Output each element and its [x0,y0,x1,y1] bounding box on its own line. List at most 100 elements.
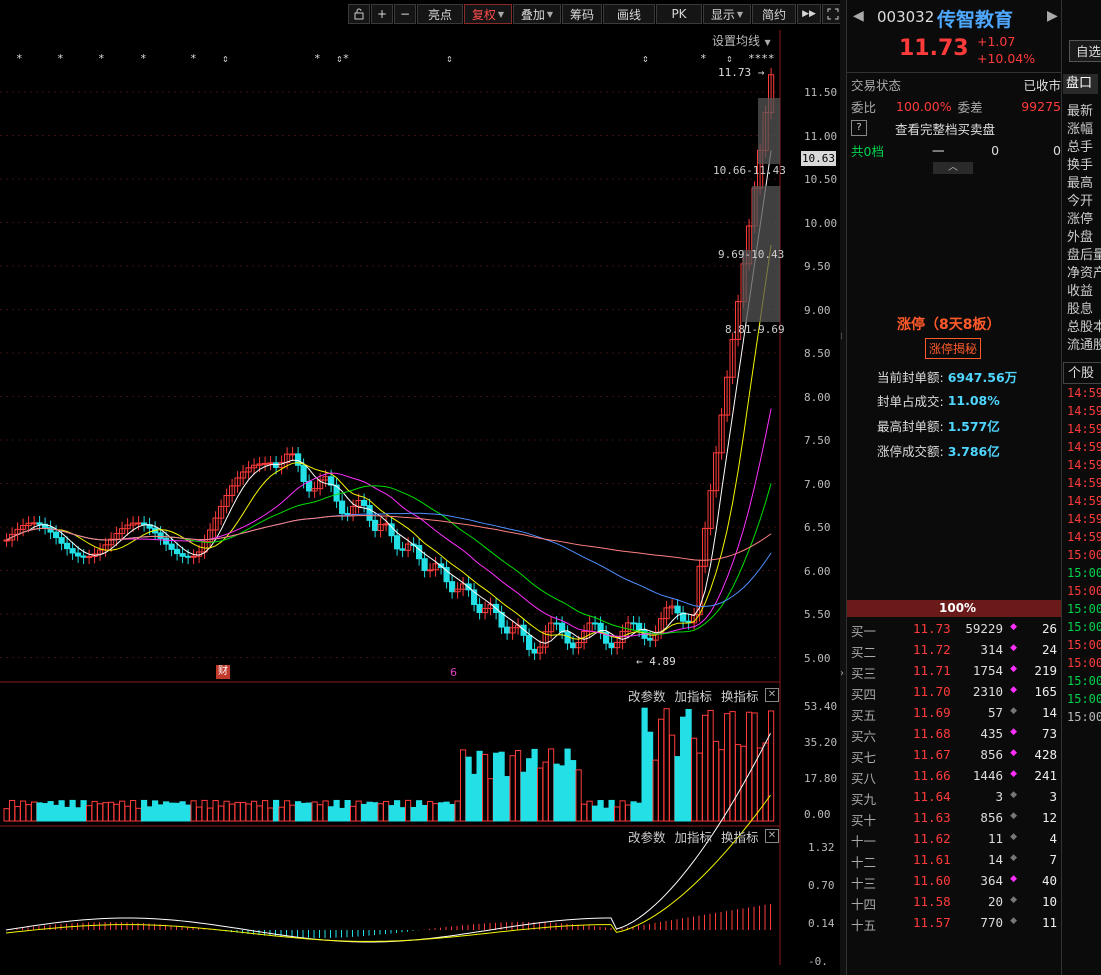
bid-level-label: 买四 [851,687,877,702]
bid-row[interactable]: 买七 11.67 856 ◆ 428 [847,745,1061,766]
volume-bar [278,806,285,822]
candle-body [36,522,43,525]
bid-row[interactable]: 买十 11.63 856 ◆ 12 [847,808,1061,829]
bid-row[interactable]: 买五 11.69 57 ◆ 14 [847,703,1061,724]
candle-body [20,525,27,530]
kline-chart-area[interactable]: * * * * * ⇕ * ⇕* ⇕ ⇕ * ⇕ **** [0,0,840,975]
macd-close-icon[interactable]: ✕ [765,829,779,843]
tab-panel[interactable]: 盘口 [1063,74,1098,94]
volume-bar [42,803,49,822]
volume-bar [234,801,241,822]
bid-row[interactable]: 买一 11.73 59229 ◆ 26 [847,619,1061,640]
limit-up-reveal-button[interactable]: 涨停揭秘 [925,338,982,359]
volume-bar [669,734,676,822]
volume-bar [9,799,16,822]
overlay-button[interactable]: 叠加 ▼ [513,4,561,24]
bid-row[interactable]: 买六 11.68 435 ◆ 73 [847,724,1061,745]
zoom-out-button[interactable]: − [394,4,416,24]
forward-icon[interactable]: ▶▶ [797,4,821,24]
bid-row[interactable]: 买三 11.71 1754 ◆ 219 [847,661,1061,682]
collapse-arrow-icon[interactable]: › [840,668,844,679]
bid-level-label: 买十 [851,813,877,828]
full-book-row[interactable]: ? 查看完整档买卖盘 [851,118,1061,138]
ma-setting-link[interactable]: 设置均线 ▼ [712,32,771,49]
rights-label: 复权 [471,7,496,22]
volume-switch-indicator[interactable]: 换指标 [721,689,759,704]
highlight-button[interactable]: 亮点 [417,4,463,24]
collapse-up-icon[interactable]: ︿ [933,162,973,174]
special-marker[interactable]: 6 [450,666,457,679]
bid-row[interactable]: 买四 11.70 2310 ◆ 165 [847,682,1061,703]
zoom-in-button[interactable]: + [371,4,393,24]
side-field-label: 换手 [1067,158,1094,173]
volume-bar [399,807,406,822]
display-button[interactable]: 显示 ▼ [703,4,751,24]
macd-edit-params[interactable]: 改参数 [628,830,666,845]
rights-button[interactable]: 复权 ▼ [464,4,512,24]
price-range-box [758,98,780,164]
full-book-link[interactable]: 查看完整档买卖盘 [895,121,996,137]
pk-button[interactable]: PK [656,4,702,24]
trade-state-row: 交易状态 已收市 [851,74,1061,94]
limit-stat-value: 1.577亿 [947,418,1000,434]
finance-marker[interactable]: 财 [216,665,230,679]
bid-row[interactable]: 十四 11.58 20 ◆ 10 [847,892,1061,913]
side-field-label: 最高 [1067,176,1094,191]
volume-bar [482,753,489,822]
candle-body [614,641,621,649]
candle-body [185,555,192,558]
event-marker: * [140,52,147,65]
moving-average-line [6,408,772,637]
bid-row[interactable]: 十五 11.57 770 ◆ 11 [847,913,1061,934]
volume-bar [119,800,126,822]
kline-canvas[interactable]: * * * * * ⇕ * ⇕* ⇕ ⇕ * ⇕ **** [0,0,840,975]
help-icon[interactable]: ? [851,120,867,136]
macd-axis-label: 0.14 [808,917,835,930]
volume-bar [185,804,192,822]
volume-bar [256,805,263,822]
tick-time: 14:59 [1067,530,1101,544]
bid-level-label: 买八 [851,771,877,786]
price-range-box [742,250,780,322]
volume-bar [762,742,769,822]
bid-row[interactable]: 十三 11.60 364 ◆ 40 [847,871,1061,892]
macd-switch-indicator[interactable]: 换指标 [721,830,759,845]
lock-icon[interactable] [348,4,370,24]
macd-add-indicator[interactable]: 加指标 [674,830,713,845]
volume-bar [768,710,775,822]
panel-splitter[interactable] [840,0,846,975]
macd-axis-label: 0.70 [808,879,835,892]
volume-add-indicator[interactable]: 加指标 [674,689,713,704]
volume-bar [14,806,21,822]
bid-price: 11.67 [913,747,951,762]
bid-row[interactable]: 买二 11.72 314 ◆ 24 [847,640,1061,661]
divider [1061,0,1062,975]
tab-stock[interactable]: 个股 [1063,362,1101,384]
add-watch-button[interactable]: 自选 [1069,40,1101,62]
bid-row[interactable]: 买八 11.66 1446 ◆ 241 [847,766,1061,787]
volume-bar [509,755,516,822]
chips-button[interactable]: 筹码 [562,4,602,24]
volume-bar [713,740,720,822]
draw-line-button[interactable]: 画线 [603,4,655,24]
prev-stock-icon[interactable]: ◀ [853,8,864,24]
bid-row[interactable]: 买九 11.64 3 ◆ 3 [847,787,1061,808]
volume-close-icon[interactable]: ✕ [765,688,779,702]
diff-label: 委差 [957,99,983,115]
event-marker: ⇕* [336,52,349,65]
bid-count: 73 [1041,726,1057,741]
volume-bar [179,801,186,822]
bid-row[interactable]: 十一 11.62 11 ◆ 4 [847,829,1061,850]
simple-button[interactable]: 简约 [752,4,796,24]
candle-body [476,603,483,614]
price-axis: 11.50 11.00 10.50 10.00 9.50 9.00 8.50 8.00 7.50… [800,0,840,680]
volume-edit-params[interactable]: 改参数 [628,689,666,704]
candle-body [707,490,714,529]
next-stock-icon[interactable]: ▶ [1047,8,1058,24]
bid-level-label: 买五 [851,708,877,723]
candle-body [278,461,285,469]
event-marker: * [700,52,707,65]
volume-bar [663,708,670,822]
bid-count: 14 [1041,705,1057,720]
bid-row[interactable]: 十二 11.61 14 ◆ 7 [847,850,1061,871]
